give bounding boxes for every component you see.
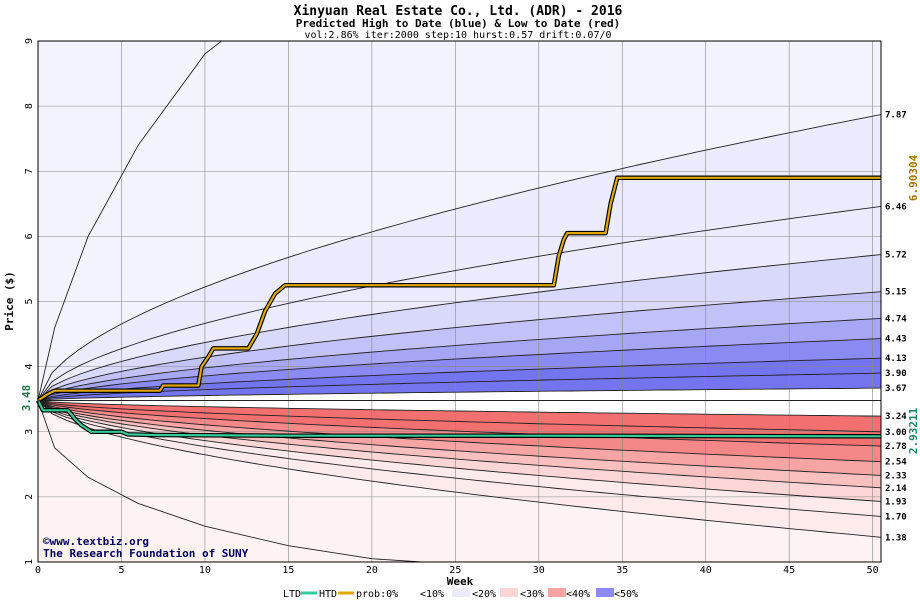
outer-upper-envelope: [38, 41, 222, 401]
ltd-final-label: 2.93211: [907, 407, 920, 454]
lower-percentile-line-3: [38, 400, 881, 463]
x-tick-label-3: 15: [282, 565, 294, 576]
right-value-label-5: 4.43: [885, 335, 907, 345]
right-value-label-12: 2.54: [885, 458, 907, 468]
upper-percentile-line-1: [38, 372, 881, 401]
right-value-label-2: 5.72: [885, 251, 907, 261]
x-tick-label-9: 45: [783, 565, 795, 576]
legend-item-1: <10%: [420, 589, 444, 600]
legend-prob-label: prob:0%: [356, 589, 398, 600]
x-tick-label-6: 30: [533, 565, 545, 576]
upper-percentile-line-6: [38, 254, 881, 401]
start-price-label: 3.48: [20, 385, 33, 412]
right-value-label-6: 4.13: [885, 354, 907, 364]
y-tick-label-0: 1: [24, 559, 35, 565]
right-value-label-10: 3.00: [885, 428, 907, 438]
y-tick-label-4: 5: [24, 298, 35, 304]
x-tick-label-2: 10: [199, 565, 211, 576]
plot-area: 0 5 10 15 20 25 30 35 40 45 501234567897.876.465.7…: [24, 38, 907, 576]
ltd-line: [37, 400, 882, 438]
right-value-label-4: 4.74: [885, 314, 907, 324]
legend-swatch-1: [452, 588, 470, 597]
x-tick-label-10: 50: [867, 565, 879, 576]
upper-percentile-line-4: [38, 317, 881, 401]
lower-percentile-line-0: [38, 400, 881, 417]
upper-percentile-line-0: [38, 387, 881, 401]
legend-swatch-2: [500, 588, 518, 597]
right-value-label-0: 7.87: [885, 111, 907, 121]
right-value-label-8: 3.67: [885, 384, 907, 394]
x-tick-label-5: 25: [449, 565, 461, 576]
legend-swatch-4: [596, 588, 614, 597]
y-tick-label-7: 8: [24, 103, 35, 109]
chart-subtitle: Predicted High to Date (blue) & Low to D…: [296, 17, 621, 30]
x-tick-label-0: 0: [35, 565, 41, 576]
credit-line-1: ©www.textbiz.org: [43, 535, 149, 548]
lower-percentile-line-2: [38, 400, 881, 447]
y-tick-label-3: 4: [24, 364, 35, 370]
right-value-label-1: 6.46: [885, 202, 907, 212]
legend-item-3: <30%: [520, 589, 544, 600]
plot-frame: [37, 40, 882, 563]
upper-percentile-line-3: [38, 338, 881, 401]
chart-params: vol:2.86% iter:2000 step:10 hurst:0.57 d…: [304, 30, 611, 41]
x-tick-label-1: 5: [118, 565, 124, 576]
right-value-label-13: 2.33: [885, 471, 907, 481]
right-value-label-9: 3.24: [885, 412, 907, 422]
y-tick-label-5: 6: [24, 233, 35, 239]
legend-item-5: <50%: [614, 589, 638, 600]
lower-percentile-line-5: [38, 400, 881, 489]
x-tick-label-7: 35: [616, 565, 628, 576]
y-tick-label-1: 2: [24, 494, 35, 500]
x-tick-label-4: 20: [366, 565, 378, 576]
htd-line: [37, 176, 881, 402]
outer-lower-envelope: [38, 400, 422, 562]
chart-title: Xinyuan Real Estate Co., Ltd. (ADR) - 20…: [294, 4, 623, 19]
legend-item-2: <20%: [472, 589, 496, 600]
legend-htd-label: HTD: [319, 589, 337, 600]
y-axis-label: Price ($): [3, 271, 16, 331]
credit: ©www.textbiz.org The Research Foundation…: [43, 535, 249, 560]
right-value-label-17: 1.38: [885, 533, 907, 543]
right-value-label-3: 5.15: [885, 288, 907, 298]
legend: LTD HTD prob:0% <10% <20% <30% <40% <50%: [283, 588, 638, 600]
y-tick-label-2: 3: [24, 429, 35, 435]
right-value-label-15: 1.93: [885, 497, 907, 507]
right-value-label-14: 2.14: [885, 484, 907, 494]
credit-line-2: The Research Foundation of SUNY: [43, 547, 249, 560]
x-tick-label-8: 40: [700, 565, 712, 576]
legend-ltd-label: LTD: [283, 589, 301, 600]
x-axis-label: Week: [447, 575, 474, 588]
lower-percentile-line-7: [38, 400, 881, 517]
legend-swatch-0: [400, 588, 418, 597]
y-tick-label-6: 7: [24, 168, 35, 174]
right-value-label-7: 3.90: [885, 369, 907, 379]
y-tick-label-8: 9: [24, 38, 35, 44]
right-value-label-11: 2.78: [885, 442, 907, 452]
legend-swatch-3: [548, 588, 566, 597]
legend-item-4: <40%: [566, 589, 590, 600]
lower-percentile-line-4: [38, 400, 881, 476]
lower-percentile-line-1: [38, 400, 881, 433]
upper-percentile-line-5: [38, 291, 881, 401]
lower-percentile-line-8: [38, 400, 881, 538]
upper-percentile-line-7: [38, 205, 881, 401]
right-value-label-16: 1.70: [885, 512, 907, 522]
upper-percentile-line-8: [38, 114, 881, 401]
htd-final-label: 6.90304: [907, 154, 920, 201]
